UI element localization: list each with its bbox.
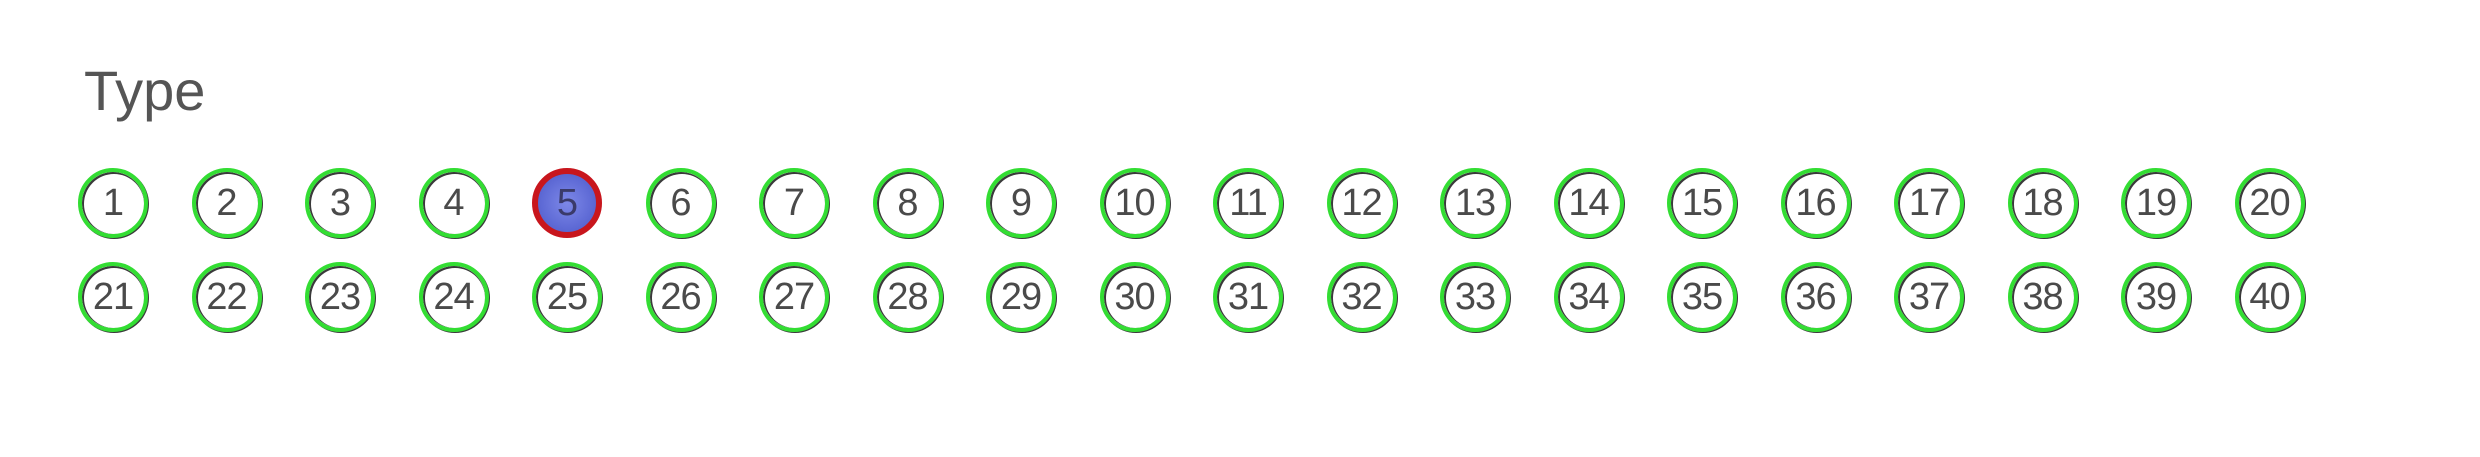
type-option-20[interactable]: 20 <box>2234 168 2305 238</box>
type-option-label: 35 <box>1681 275 1723 318</box>
type-option-3[interactable]: 3 <box>305 168 375 238</box>
type-option-39[interactable]: 39 <box>2121 262 2191 332</box>
type-option-33[interactable]: 33 <box>1440 262 1510 332</box>
type-option-label: 34 <box>1568 275 1609 318</box>
type-option-36[interactable]: 36 <box>1780 262 1851 332</box>
type-option-21[interactable]: 21 <box>78 262 148 332</box>
type-option-16[interactable]: 16 <box>1780 168 1851 238</box>
type-option-label: 36 <box>1795 275 1836 318</box>
type-option-28[interactable]: 28 <box>872 262 943 332</box>
type-option-6[interactable]: 6 <box>645 168 716 238</box>
type-option-label: 31 <box>1227 275 1269 318</box>
type-option-label: 19 <box>2135 181 2177 224</box>
type-option-label: 26 <box>660 275 701 318</box>
type-option-label: 24 <box>433 275 474 318</box>
type-option-25[interactable]: 25 <box>532 262 602 332</box>
type-option-11[interactable]: 11 <box>1213 168 1283 238</box>
type-option-8[interactable]: 8 <box>872 168 943 238</box>
type-option-31[interactable]: 31 <box>1213 262 1283 332</box>
type-option-label: 38 <box>2022 275 2063 318</box>
type-option-label: 32 <box>1341 275 1382 318</box>
type-option-label: 12 <box>1341 181 1382 224</box>
type-option-4[interactable]: 4 <box>418 168 489 238</box>
type-option-30[interactable]: 30 <box>1099 262 1170 332</box>
type-option-label: 28 <box>887 275 928 318</box>
type-option-40[interactable]: 40 <box>2234 262 2305 332</box>
type-option-9[interactable]: 9 <box>986 168 1056 238</box>
type-option-19[interactable]: 19 <box>2121 168 2191 238</box>
type-option-label: 10 <box>1114 181 1155 224</box>
type-option-37[interactable]: 37 <box>1894 262 1964 332</box>
type-option-12[interactable]: 12 <box>1326 168 1397 238</box>
type-option-label: 15 <box>1681 181 1723 224</box>
type-option-label: 40 <box>2249 275 2290 318</box>
type-option-label: 30 <box>1114 275 1155 318</box>
type-option-18[interactable]: 18 <box>2007 168 2078 238</box>
type-option-label: 18 <box>2022 181 2063 224</box>
type-option-10[interactable]: 10 <box>1099 168 1170 238</box>
type-option-38[interactable]: 38 <box>2007 262 2078 332</box>
type-option-label: 37 <box>1908 275 1950 318</box>
type-option-32[interactable]: 32 <box>1326 262 1397 332</box>
type-option-label: 13 <box>1454 181 1496 224</box>
type-option-15[interactable]: 15 <box>1667 168 1737 238</box>
type-option-label: 1 <box>102 181 124 224</box>
type-option-27[interactable]: 27 <box>759 262 829 332</box>
type-option-22[interactable]: 22 <box>191 262 262 332</box>
type-option-label: 4 <box>443 181 464 224</box>
type-option-label: 29 <box>1000 275 1042 318</box>
type-option-label: 6 <box>670 181 691 224</box>
type-heading: Type <box>84 59 206 122</box>
type-option-label: 17 <box>1908 181 1950 224</box>
type-option-5[interactable]: 5 <box>532 168 602 238</box>
type-option-label: 33 <box>1454 275 1496 318</box>
type-option-label: 5 <box>556 181 578 224</box>
type-option-label: 23 <box>319 275 361 318</box>
type-option-35[interactable]: 35 <box>1667 262 1737 332</box>
type-option-34[interactable]: 34 <box>1553 262 1624 332</box>
type-option-23[interactable]: 23 <box>305 262 375 332</box>
type-option-label: 14 <box>1568 181 1609 224</box>
type-option-26[interactable]: 26 <box>645 262 716 332</box>
type-option-label: 39 <box>2135 275 2177 318</box>
type-option-grid: 1 2 3 4 5 6 7 8 9 10 11 12 13 14 15 16 17 18 19 20 21 22 23 24 2… <box>78 168 2374 332</box>
type-option-label: 21 <box>92 275 134 318</box>
type-option-2[interactable]: 2 <box>191 168 262 238</box>
type-option-label: 7 <box>783 181 805 224</box>
type-option-label: 16 <box>1795 181 1836 224</box>
type-option-label: 25 <box>546 275 588 318</box>
type-option-label: 11 <box>1229 181 1267 224</box>
type-option-label: 27 <box>773 275 815 318</box>
type-option-label: 3 <box>329 181 351 224</box>
type-option-29[interactable]: 29 <box>986 262 1056 332</box>
type-option-label: 8 <box>897 181 918 224</box>
type-option-label: 2 <box>216 181 237 224</box>
type-option-14[interactable]: 14 <box>1553 168 1624 238</box>
type-option-13[interactable]: 13 <box>1440 168 1510 238</box>
type-option-7[interactable]: 7 <box>759 168 829 238</box>
type-option-label: 22 <box>206 275 247 318</box>
type-option-label: 20 <box>2249 181 2290 224</box>
type-option-label: 9 <box>1010 181 1032 224</box>
type-option-1[interactable]: 1 <box>78 168 148 238</box>
type-option-17[interactable]: 17 <box>1894 168 1964 238</box>
type-option-24[interactable]: 24 <box>418 262 489 332</box>
